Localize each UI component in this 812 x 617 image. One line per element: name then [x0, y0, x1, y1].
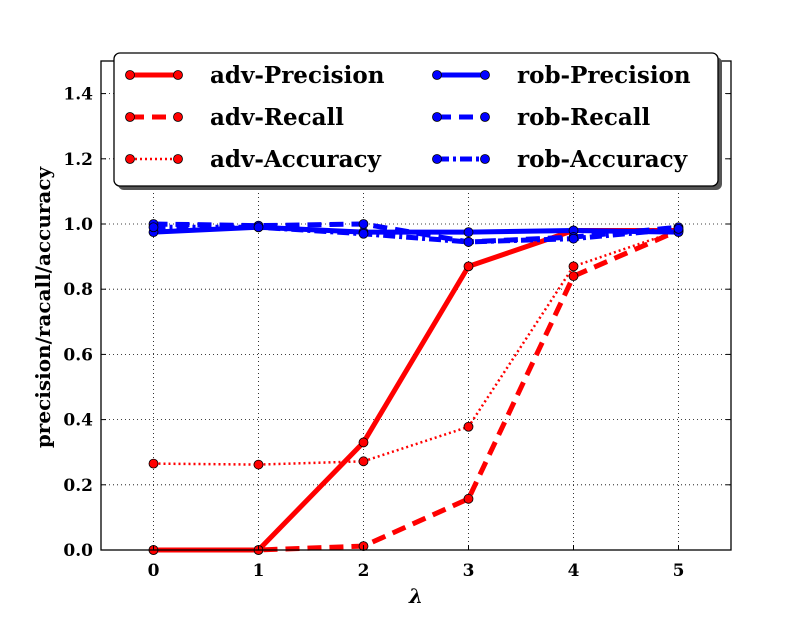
data-point-rob-accuracy	[568, 233, 579, 244]
x-tick-label: 5	[673, 561, 685, 581]
data-point-rob-accuracy	[148, 222, 159, 233]
x-axis-label: λ	[408, 584, 423, 608]
legend-marker	[173, 70, 183, 80]
legend-marker	[432, 154, 442, 164]
data-point-rob-accuracy	[463, 237, 474, 247]
data-point-rob-accuracy	[253, 222, 264, 233]
series-line-adv-accuracy	[153, 229, 679, 466]
data-point-adv-accuracy	[568, 261, 579, 272]
y-tick-label: 1.0	[63, 215, 93, 235]
y-tick-label: 0.6	[63, 345, 93, 365]
y-tick-label: 0.2	[63, 476, 93, 496]
data-point-adv-accuracy	[358, 456, 369, 467]
data-point-adv-accuracy	[148, 458, 159, 469]
data-point-adv-accuracy	[463, 421, 474, 432]
data-point-rob-precision	[463, 227, 474, 238]
series-line-adv-precision	[153, 228, 679, 553]
data-point-rob-recall	[358, 219, 369, 229]
y-tick-label: 1.2	[63, 150, 93, 170]
y-tick-label: 0.8	[63, 280, 93, 300]
data-point-adv-recall	[463, 493, 474, 504]
legend-label: rob-Precision	[517, 62, 691, 89]
legend-marker	[432, 112, 442, 122]
legend-marker	[125, 112, 135, 122]
legend-marker	[125, 154, 135, 164]
x-tick-label: 3	[463, 561, 475, 581]
data-point-rob-accuracy	[358, 228, 369, 239]
legend-marker	[432, 70, 442, 80]
axis-ticks: 0 1 2 3 4 5 0.0 0.2 0.4 0.6 0.8 1.0 1.2 1.4	[63, 61, 731, 581]
y-tick-label: 0.0	[63, 541, 93, 561]
data-point-adv-precision	[358, 437, 369, 448]
legend-marker	[480, 154, 490, 164]
x-tick-label: 0	[148, 561, 160, 581]
legend-box	[113, 52, 719, 187]
y-tick-label: 0.4	[63, 411, 93, 431]
legend-label: rob-Recall	[517, 104, 650, 131]
x-tick-label: 1	[253, 561, 265, 581]
series-lines	[148, 219, 684, 555]
legend-label: rob-Accuracy	[517, 146, 688, 173]
y-axis-label: precision/racall/accuracy	[31, 165, 55, 448]
series-line-adv-recall	[153, 228, 680, 553]
data-point-adv-precision	[463, 261, 474, 272]
legend-label: adv-Accuracy	[210, 146, 381, 173]
legend-label: adv-Precision	[210, 62, 385, 89]
x-tick-label: 4	[568, 561, 580, 581]
x-tick-label: 2	[358, 561, 370, 581]
legend-marker	[173, 112, 183, 122]
legend-marker	[173, 154, 183, 164]
legend: adv-Precision adv-Recall adv-Accuracy rob-P…	[113, 52, 722, 190]
data-point-adv-recall	[568, 271, 579, 282]
series-line-rob-accuracy	[153, 224, 679, 245]
legend-marker	[125, 70, 135, 80]
data-point-adv-accuracy	[253, 459, 264, 470]
y-tick-label: 1.4	[63, 85, 93, 105]
data-point-rob-accuracy	[673, 223, 684, 234]
legend-marker	[480, 112, 490, 122]
legend-marker	[480, 70, 490, 80]
legend-label: adv-Recall	[210, 104, 344, 131]
